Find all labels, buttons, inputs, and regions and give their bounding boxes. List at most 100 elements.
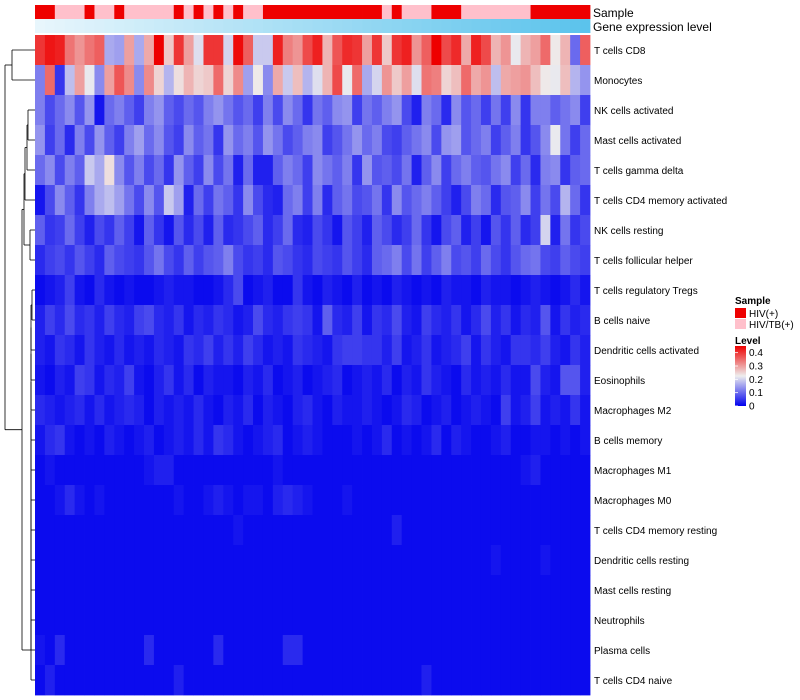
heatmap-cell <box>480 545 492 576</box>
heatmap-cell <box>183 635 194 666</box>
heatmap-cell <box>134 605 145 636</box>
heatmap-cell <box>510 125 522 156</box>
heatmap-cell <box>391 125 403 156</box>
heatmap-cell <box>243 455 254 486</box>
heatmap-cell <box>124 185 135 216</box>
heatmap-cell <box>262 125 274 156</box>
heatmap-cell <box>84 455 95 486</box>
heatmap-cell <box>451 275 462 306</box>
heatmap-cell <box>54 215 66 246</box>
heatmap-cell <box>391 575 403 606</box>
heatmap-cell <box>560 665 571 696</box>
heatmap-cell <box>144 605 155 636</box>
heatmap-cell <box>520 215 531 246</box>
heatmap-cell <box>282 425 294 456</box>
heatmap-cell <box>520 95 531 126</box>
heatmap-cell <box>352 245 363 276</box>
heatmap-cell <box>421 365 432 396</box>
heatmap-cell <box>233 125 244 156</box>
heatmap-cell <box>302 65 313 96</box>
heatmap-cell <box>451 605 462 636</box>
heatmap-cell <box>421 215 432 246</box>
heatmap-cell <box>114 215 125 246</box>
heatmap-cell <box>540 635 551 666</box>
sample-annotation-cell <box>431 5 442 19</box>
heatmap-cell <box>262 395 274 426</box>
heatmap-cell <box>84 305 95 336</box>
heatmap-cell <box>193 605 204 636</box>
heatmap-cell <box>332 635 343 666</box>
heatmap-cell <box>560 575 571 606</box>
heatmap-cell <box>104 635 115 666</box>
heatmap-cell <box>193 35 204 66</box>
heatmap-cell <box>124 665 135 696</box>
heatmap-cell <box>332 515 343 546</box>
heatmap-cell <box>580 485 591 516</box>
heatmap-cell <box>292 125 303 156</box>
heatmap-cell <box>44 605 56 636</box>
heatmap-cell <box>262 95 274 126</box>
heatmap-cell <box>580 125 591 156</box>
heatmap-cell <box>371 455 383 486</box>
heatmap-cell <box>84 605 95 636</box>
heatmap-cell <box>84 155 95 186</box>
heatmap-cell <box>243 155 254 186</box>
heatmap-cell <box>362 665 373 696</box>
heatmap-cell <box>84 665 95 696</box>
heatmap-cell <box>183 485 194 516</box>
heatmap-cell <box>540 215 551 246</box>
expression-annotation-track <box>35 19 591 33</box>
heatmap-cell <box>391 485 403 516</box>
heatmap-cell <box>292 305 303 336</box>
heatmap-cell <box>421 185 432 216</box>
heatmap-cell <box>302 335 313 366</box>
heatmap-cell <box>124 125 135 156</box>
heatmap-cell <box>35 485 46 516</box>
heatmap-cell <box>550 155 561 186</box>
heatmap-cell <box>44 215 56 246</box>
heatmap-cell <box>114 365 125 396</box>
heatmap-cell <box>342 125 353 156</box>
heatmap-cell <box>163 635 175 666</box>
heatmap-cell <box>282 485 294 516</box>
heatmap-cell <box>54 95 66 126</box>
heatmap-cell <box>421 155 432 186</box>
heatmap-cell <box>223 125 234 156</box>
heatmap-cell <box>203 605 214 636</box>
heatmap-cell <box>104 455 115 486</box>
heatmap-cell <box>74 95 85 126</box>
heatmap-cell <box>362 95 373 126</box>
sample-annotation-cell <box>490 5 502 19</box>
heatmap-cell <box>35 455 46 486</box>
heatmap-cell <box>134 365 145 396</box>
expression-annotation-cell <box>74 19 85 33</box>
expression-annotation-cell <box>461 19 472 33</box>
heatmap-cell <box>352 425 363 456</box>
expression-annotation-cell <box>213 19 224 33</box>
heatmap-cell <box>292 395 303 426</box>
heatmap-cell <box>352 35 363 66</box>
heatmap-cell <box>352 635 363 666</box>
heatmap-cell <box>84 425 95 456</box>
heatmap-cell <box>391 635 403 666</box>
heatmap-cell <box>272 65 284 96</box>
heatmap-cell <box>560 35 571 66</box>
heatmap-cell <box>193 335 204 366</box>
heatmap-cell <box>203 215 214 246</box>
heatmap-cell <box>381 65 393 96</box>
heatmap-cell <box>94 335 105 366</box>
heatmap-cell <box>401 245 413 276</box>
heatmap-cell <box>332 365 343 396</box>
heatmap-cell <box>183 185 194 216</box>
heatmap-cell <box>322 275 333 306</box>
heatmap-cell <box>312 665 323 696</box>
heatmap-cell <box>381 485 393 516</box>
heatmap-cell <box>302 575 313 606</box>
heatmap-cell <box>401 35 413 66</box>
heatmap-cell <box>352 515 363 546</box>
heatmap-cell <box>253 275 264 306</box>
heatmap-cell <box>471 395 482 426</box>
heatmap-cell <box>322 125 333 156</box>
heatmap-cell <box>153 275 165 306</box>
expression-annotation-cell <box>262 19 274 33</box>
